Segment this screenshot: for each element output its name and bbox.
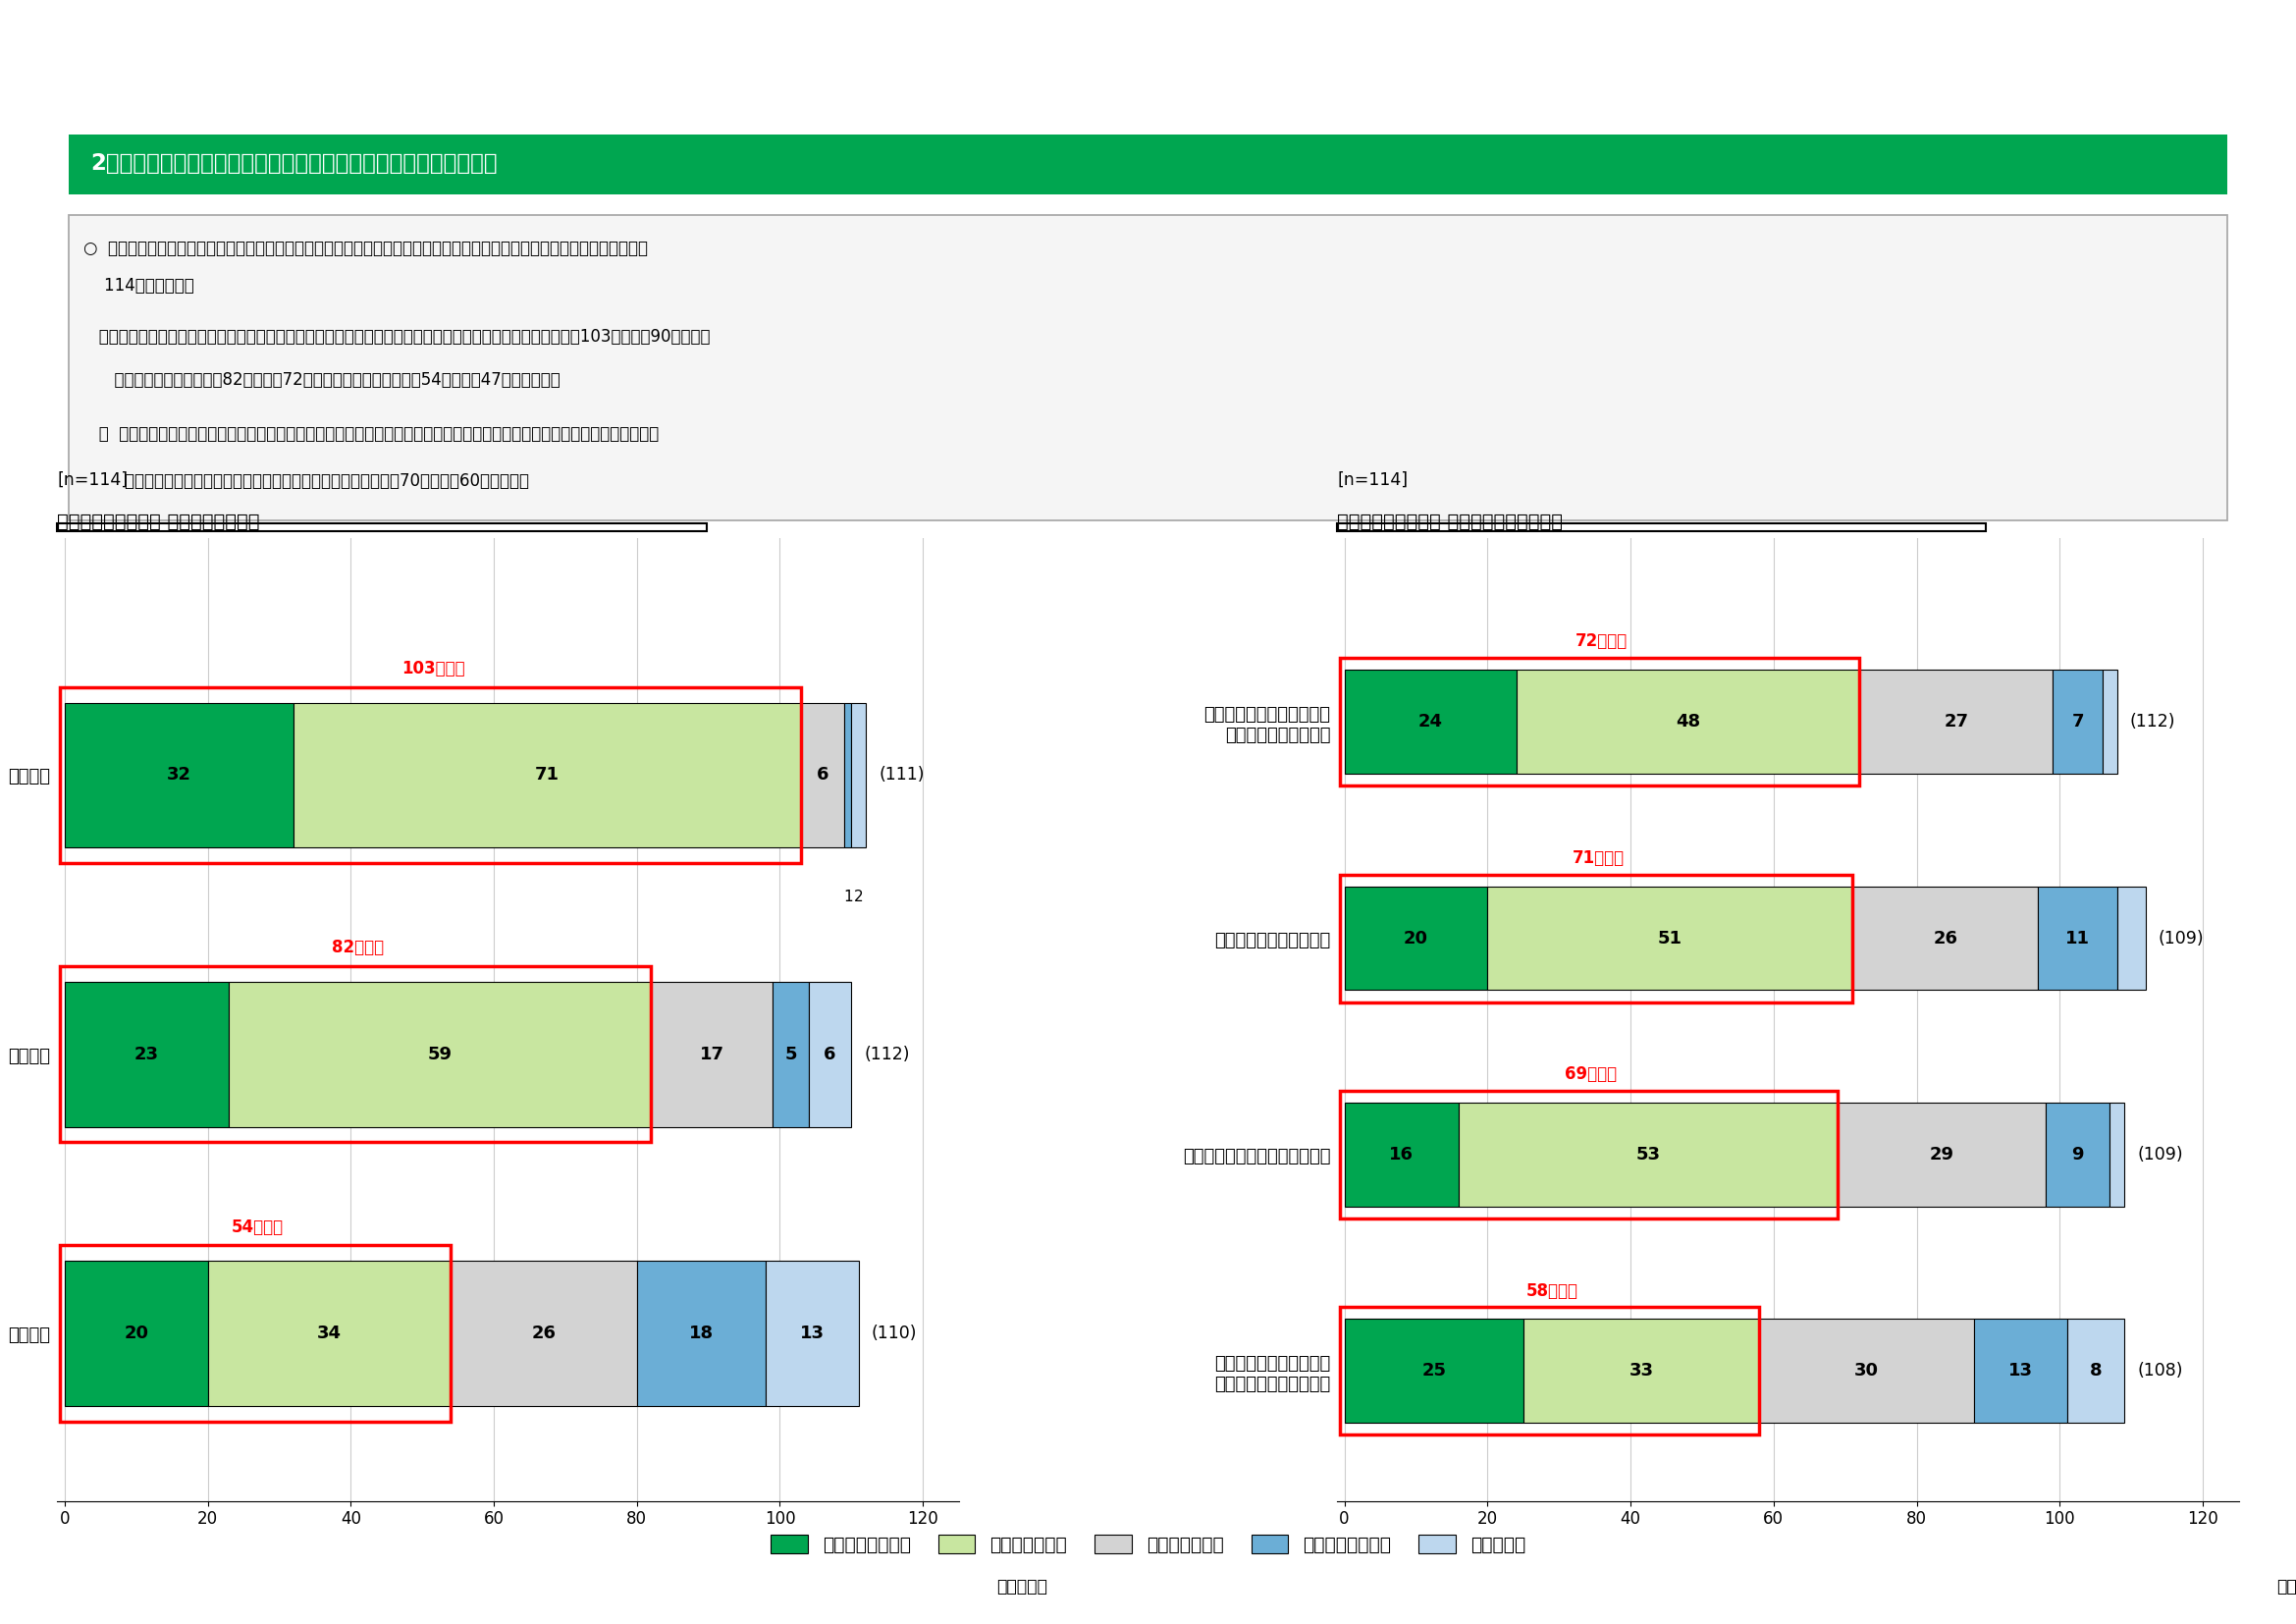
Text: 24: 24: [1419, 713, 1442, 731]
Text: 59: 59: [427, 1046, 452, 1064]
Text: (112): (112): [863, 1046, 909, 1064]
Text: (109): (109): [2138, 1147, 2183, 1163]
Bar: [774, 981, 808, 1127]
Bar: [2117, 887, 2144, 991]
X-axis label: （市町村）: （市町村）: [996, 1579, 1047, 1596]
Text: 30: 30: [1855, 1363, 1878, 1380]
Text: ・  連携先の地域としては、「森林・林業関係で特色のある取組を行っている地域」、「上下流の関係にある地域」、「相互の: ・ 連携先の地域としては、「森林・林業関係で特色のある取組を行っている地域」、「…: [83, 425, 659, 443]
Text: 森林環境譲与税の活用事業における都市・山村連携に関するアンケート調査の結果（概要）②: 森林環境譲与税の活用事業における都市・山村連携に関するアンケート調査の結果（概要…: [783, 55, 1513, 83]
Text: 次いで「普及啓発」（同82市町村（72％））、「森林整備」（同54市町村（47％））の順。: 次いで「普及啓発」（同82市町村（72％））、「森林整備」（同54市町村（47％…: [83, 372, 560, 390]
Text: [n=114]: [n=114]: [57, 471, 129, 489]
Text: 34: 34: [317, 1325, 342, 1343]
Bar: [801, 703, 845, 848]
Bar: [636, 1260, 765, 1406]
Bar: [1458, 1103, 1839, 1207]
Text: 5: 5: [785, 1046, 797, 1064]
Text: 20: 20: [124, 1325, 149, 1343]
Bar: [450, 1260, 636, 1406]
Bar: [845, 703, 852, 848]
Text: 71: 71: [535, 767, 560, 784]
Bar: [64, 981, 230, 1127]
Text: 9: 9: [2071, 1147, 2085, 1163]
Text: 26: 26: [533, 1325, 556, 1343]
Text: ・「木材利用」の取組に関心を持つ市町村が最も多く（「とても関心がある」「少し関心がある」を合わせて103市町村（90％））、: ・「木材利用」の取組に関心を持つ市町村が最も多く（「とても関心がある」「少し関心…: [83, 328, 709, 346]
Text: 103市町村: 103市町村: [402, 659, 464, 677]
Bar: [64, 703, 294, 848]
Text: (110): (110): [872, 1325, 916, 1343]
Text: 53: 53: [1637, 1147, 1660, 1163]
FancyBboxPatch shape: [69, 135, 2227, 195]
FancyBboxPatch shape: [69, 214, 2227, 521]
Bar: [1853, 887, 2039, 991]
Bar: [230, 981, 652, 1127]
Bar: [294, 703, 801, 848]
Bar: [1860, 669, 2053, 773]
Text: 29: 29: [1929, 1147, 1954, 1163]
Text: 23: 23: [135, 1046, 158, 1064]
Text: (111): (111): [879, 767, 925, 784]
Text: 6: 6: [824, 1046, 836, 1064]
Text: 54市町村: 54市町村: [232, 1218, 285, 1236]
Text: 33: 33: [1630, 1363, 1653, 1380]
Text: [n=114]: [n=114]: [1336, 471, 1407, 489]
Bar: [2053, 669, 2103, 773]
Text: (112): (112): [2131, 713, 2177, 731]
Text: 69市町村: 69市町村: [1566, 1065, 1616, 1083]
Bar: [852, 703, 866, 848]
Text: 25: 25: [1421, 1363, 1446, 1380]
Bar: [1345, 1103, 1458, 1207]
Text: 6: 6: [817, 767, 829, 784]
Text: 51: 51: [1658, 929, 1683, 947]
Text: 71市町村: 71市町村: [1573, 849, 1626, 867]
Bar: [1345, 887, 1488, 991]
Text: 20: 20: [1403, 929, 1428, 947]
Bar: [2039, 887, 2117, 991]
Text: 32: 32: [168, 767, 191, 784]
Bar: [1345, 669, 1515, 773]
Text: 16: 16: [1389, 1147, 1414, 1163]
Text: 2．都市部市町村における連携内容や連携先の地域に関するニーズ: 2．都市部市町村における連携内容や連携先の地域に関するニーズ: [90, 153, 498, 174]
Text: 72市町村: 72市町村: [1575, 633, 1628, 650]
Bar: [2103, 669, 2117, 773]
Text: 48: 48: [1676, 713, 1699, 731]
Text: 1: 1: [843, 890, 852, 905]
Text: 13: 13: [2009, 1363, 2032, 1380]
Bar: [1522, 1319, 1759, 1423]
Text: (109): (109): [2158, 929, 2204, 947]
Bar: [2046, 1103, 2110, 1207]
Text: ○  「連携の取組を行っており連携先を増やしたい」又は「連携の取組を行っていないが関心がある」と回答のあった都市部の: ○ 「連携の取組を行っており連携先を増やしたい」又は「連携の取組を行っていないが…: [83, 239, 647, 257]
Text: 7: 7: [2071, 713, 2085, 731]
Text: 58市町村: 58市町村: [1527, 1281, 1577, 1299]
Text: 13: 13: [799, 1325, 824, 1343]
Text: 【都市部の市町村】 取組分野への関心: 【都市部の市町村】 取組分野への関心: [57, 512, 259, 531]
Text: 11: 11: [2066, 929, 2089, 947]
Bar: [1345, 1319, 1522, 1423]
Text: 18: 18: [689, 1325, 714, 1343]
Bar: [808, 981, 852, 1127]
Text: 2: 2: [854, 890, 863, 905]
Bar: [2110, 1103, 2124, 1207]
Text: 【都市部の市町村】 連携先の地域への関心: 【都市部の市町村】 連携先の地域への関心: [1336, 512, 1564, 531]
Legend: とても関心がある, 少し関心がある, どちらでもない, あまり関心がない, 関心がない: とても関心がある, 少し関心がある, どちらでもない, あまり関心がない, 関心…: [762, 1527, 1534, 1561]
Bar: [652, 981, 774, 1127]
Bar: [765, 1260, 859, 1406]
Bar: [1975, 1319, 2066, 1423]
Text: 114市町村では、: 114市町村では、: [83, 278, 195, 294]
Bar: [64, 1260, 207, 1406]
Text: 82市町村: 82市町村: [331, 939, 383, 957]
Text: 8: 8: [2089, 1363, 2101, 1380]
Bar: [1515, 669, 1860, 773]
Bar: [1759, 1319, 1975, 1423]
Bar: [1488, 887, 1853, 991]
Bar: [1839, 1103, 2046, 1207]
Bar: [207, 1260, 450, 1406]
Text: 17: 17: [700, 1046, 723, 1064]
Text: 交通アクセスがよい地域」に関心があるとの回答がそれぞれ約70市町村（60％程度）。: 交通アクセスがよい地域」に関心があるとの回答がそれぞれ約70市町村（60％程度）…: [83, 473, 530, 490]
X-axis label: （市町村）: （市町村）: [2275, 1579, 2296, 1596]
Bar: [2066, 1319, 2124, 1423]
Text: (108): (108): [2138, 1363, 2183, 1380]
Text: 27: 27: [1945, 713, 1968, 731]
Text: 26: 26: [1933, 929, 1958, 947]
